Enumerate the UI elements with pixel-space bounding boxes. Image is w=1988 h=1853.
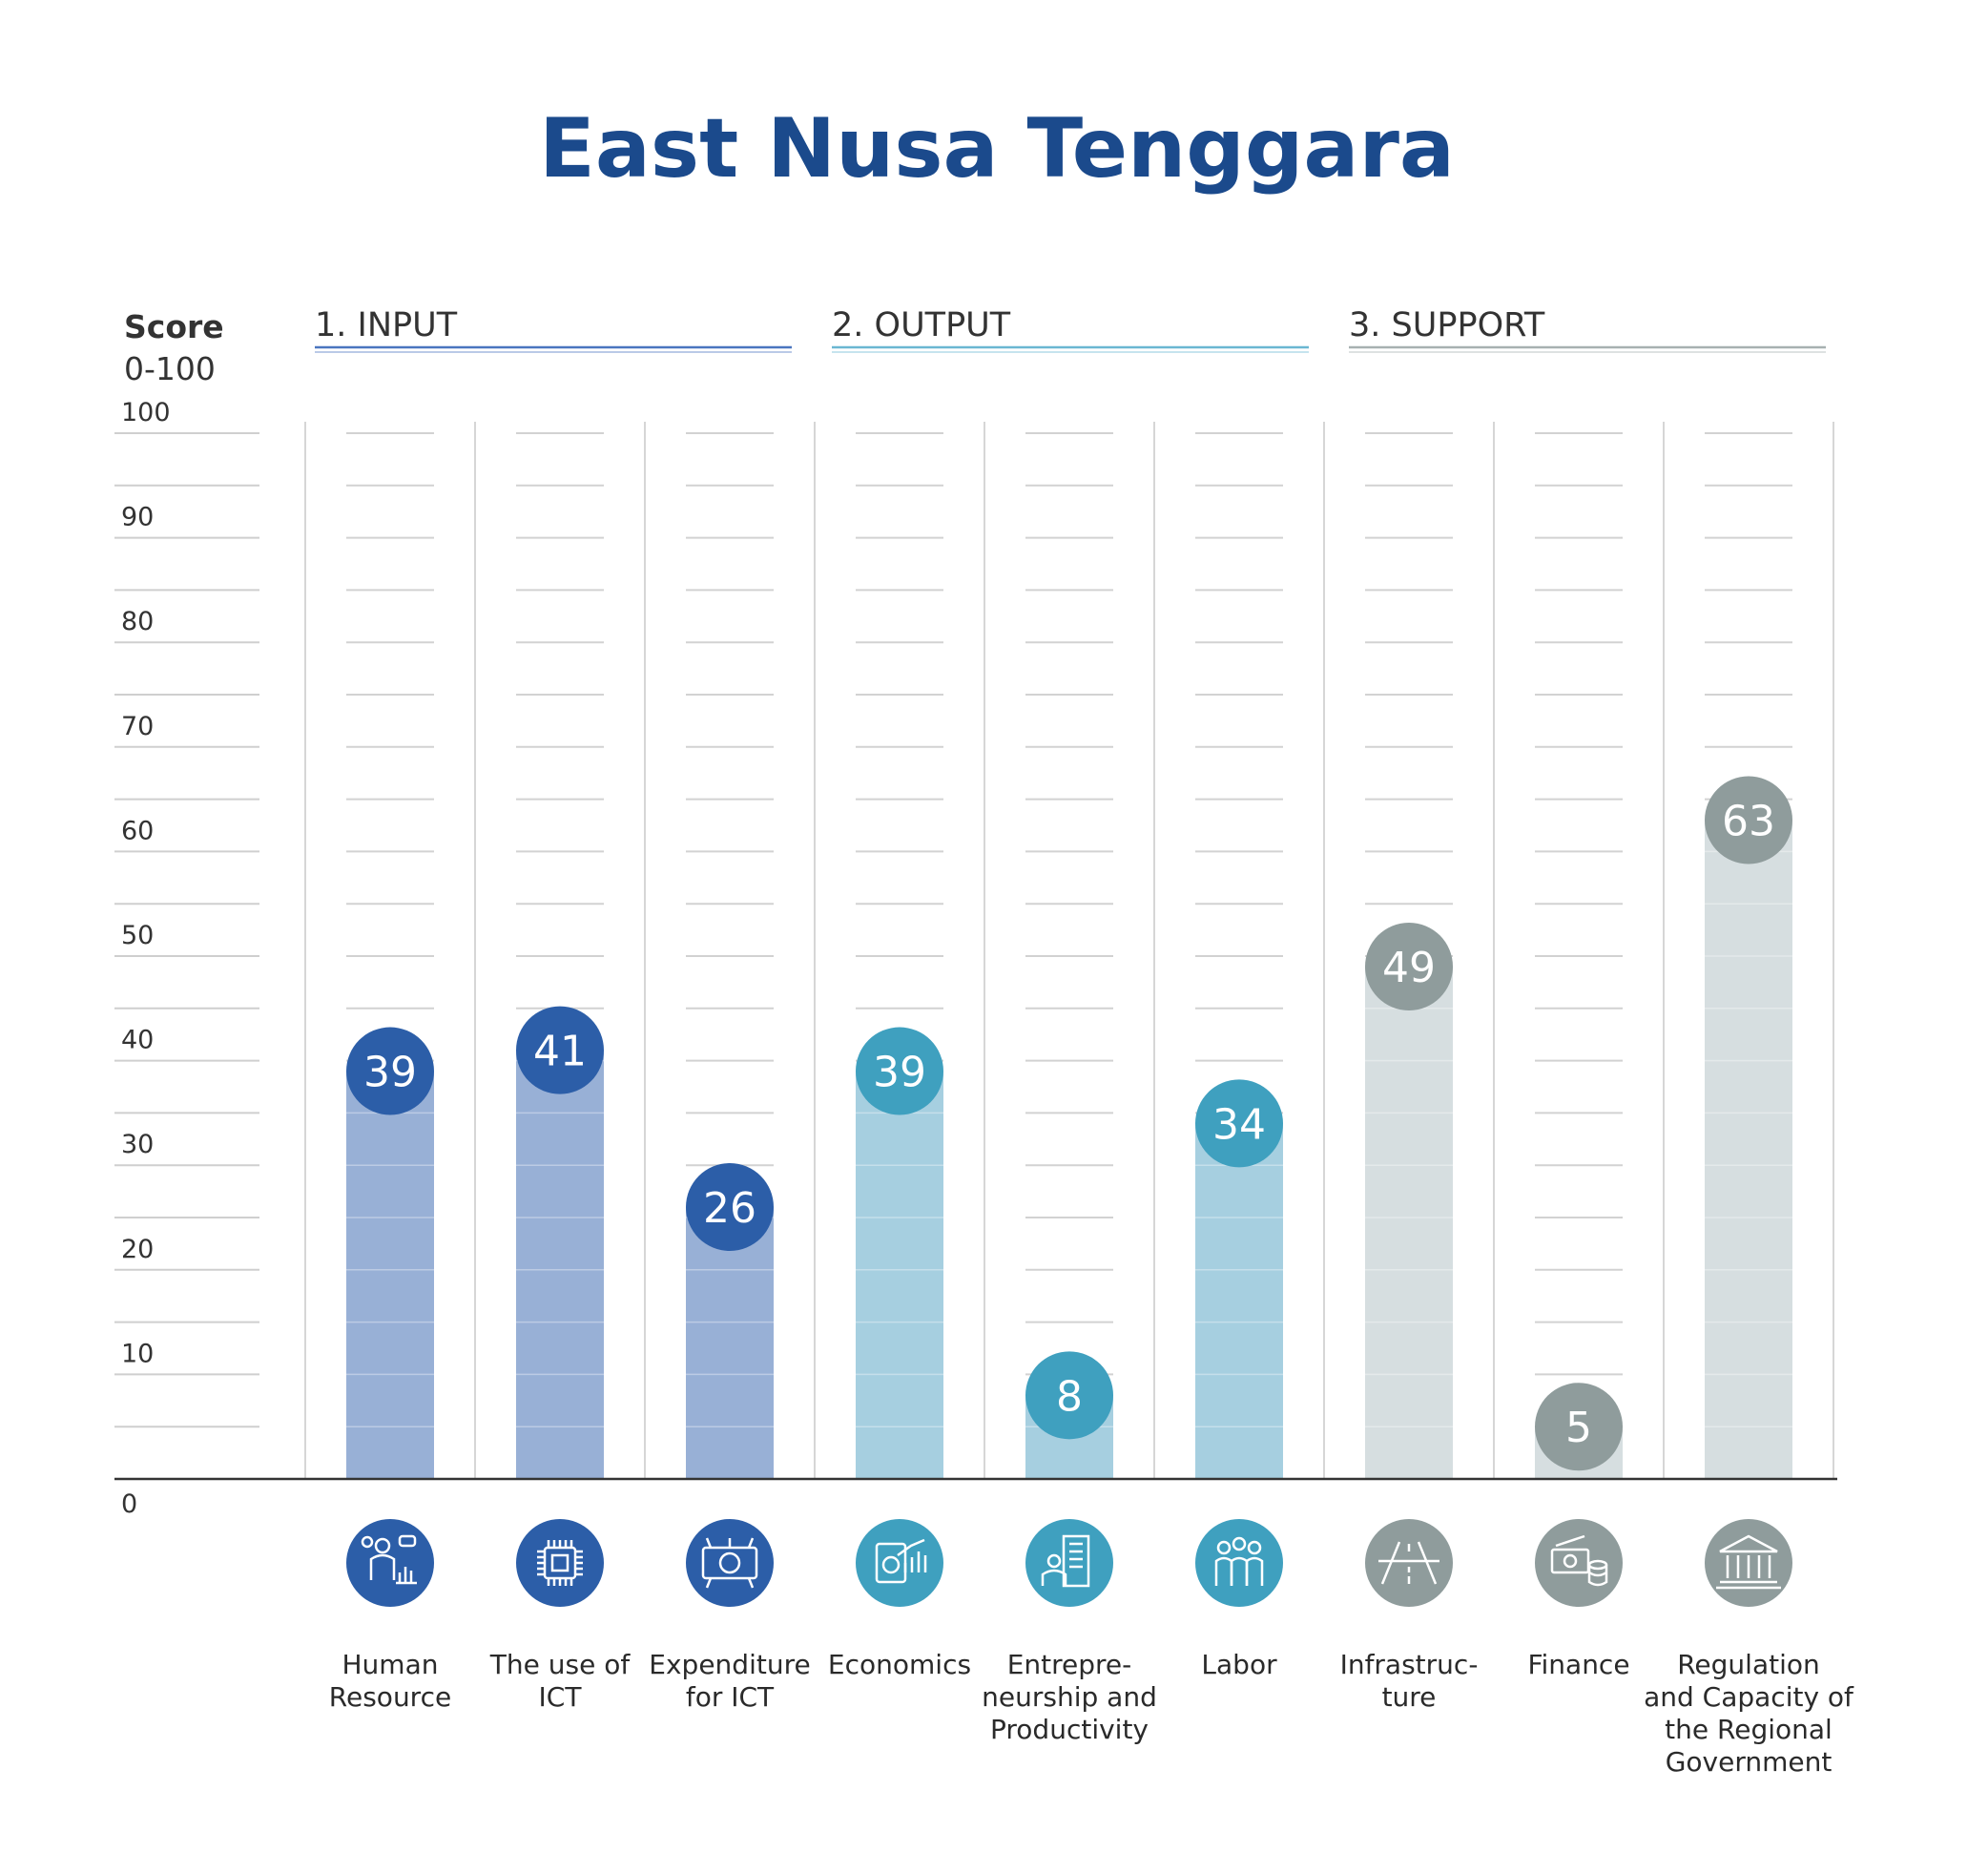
category-label: and Capacity of bbox=[1644, 1681, 1854, 1713]
y-tick-label: 10 bbox=[121, 1339, 154, 1368]
money-coins-icon bbox=[1550, 1534, 1608, 1587]
value-badge bbox=[1535, 1383, 1623, 1471]
category-icon-badge bbox=[516, 1519, 604, 1607]
category-icon-badge bbox=[1535, 1519, 1623, 1607]
value-badge bbox=[1705, 776, 1792, 864]
category-icon-badge bbox=[346, 1519, 434, 1607]
data-label: 39 bbox=[873, 1049, 926, 1097]
y-tick-label: 50 bbox=[121, 921, 154, 950]
y-tick-label: 20 bbox=[121, 1235, 154, 1264]
data-label: 8 bbox=[1056, 1372, 1083, 1421]
entrepreneur-building-icon bbox=[1041, 1534, 1090, 1588]
category-label: Regulation bbox=[1677, 1649, 1820, 1680]
road-icon bbox=[1378, 1541, 1439, 1585]
y-tick-label: 70 bbox=[121, 712, 154, 741]
y-axis-range: 0-100 bbox=[124, 350, 216, 387]
category-label: Resource bbox=[329, 1681, 451, 1713]
y-tick-label: 90 bbox=[121, 503, 154, 532]
bar bbox=[856, 1071, 943, 1479]
category-icon-badge bbox=[1365, 1519, 1453, 1607]
value-badge bbox=[346, 1027, 434, 1115]
y-tick-label: 60 bbox=[121, 816, 154, 845]
group-header: 2. OUTPUT bbox=[832, 306, 1011, 344]
category-label: Productivity bbox=[990, 1714, 1149, 1745]
y-tick-label: 0 bbox=[121, 1489, 137, 1519]
bars: 39 41 26 39 8 34 49 5 63 bbox=[346, 776, 1792, 1479]
category-label: Economics bbox=[828, 1649, 971, 1680]
category-label: Entrepre- bbox=[1007, 1649, 1132, 1680]
data-label: 34 bbox=[1212, 1100, 1266, 1149]
category-label: The use of bbox=[489, 1649, 632, 1680]
value-badge bbox=[1195, 1079, 1283, 1168]
human-resource-icon bbox=[361, 1534, 417, 1585]
category-label: Human bbox=[342, 1649, 439, 1680]
data-label: 5 bbox=[1565, 1404, 1592, 1452]
bar bbox=[346, 1071, 434, 1479]
rupiah-money-icon bbox=[701, 1537, 758, 1589]
chart-title: East Nusa Tenggara bbox=[539, 101, 1455, 197]
category-label: Expenditure bbox=[649, 1649, 810, 1680]
category-icon-badge bbox=[686, 1519, 774, 1607]
value-badge bbox=[1365, 922, 1453, 1010]
data-label: 26 bbox=[703, 1184, 756, 1233]
category-label: Finance bbox=[1527, 1649, 1629, 1680]
category-label: Infrastruc- bbox=[1340, 1649, 1479, 1680]
y-tick-label: 30 bbox=[121, 1130, 154, 1159]
data-label: 39 bbox=[363, 1049, 417, 1097]
data-label: 49 bbox=[1382, 944, 1436, 992]
category-label: the Regional bbox=[1665, 1714, 1833, 1745]
category-icon-badge bbox=[1195, 1519, 1283, 1607]
group-headers: 1. INPUT 2. OUTPUT 3. SUPPORT bbox=[315, 306, 1826, 353]
value-badge bbox=[686, 1163, 774, 1252]
value-badge bbox=[516, 1006, 604, 1094]
category-icon-badge bbox=[1025, 1519, 1113, 1607]
category-label: Government bbox=[1666, 1746, 1833, 1778]
bar bbox=[1705, 820, 1792, 1479]
y-tick-label: 100 bbox=[121, 398, 171, 427]
bar bbox=[686, 1207, 774, 1479]
economics-chart-icon bbox=[875, 1538, 927, 1584]
y-tick-label: 80 bbox=[121, 607, 154, 636]
group-header: 3. SUPPORT bbox=[1349, 306, 1545, 344]
bar bbox=[516, 1050, 604, 1479]
value-badge bbox=[856, 1027, 943, 1115]
category-label: for ICT bbox=[686, 1681, 775, 1713]
workers-icon bbox=[1214, 1536, 1264, 1586]
y-axis-label: Score bbox=[124, 308, 224, 345]
category-label: ture bbox=[1382, 1681, 1437, 1713]
data-label: 63 bbox=[1722, 798, 1775, 846]
bar bbox=[1195, 1123, 1283, 1479]
government-building-icon bbox=[1716, 1534, 1781, 1590]
data-label: 41 bbox=[533, 1028, 587, 1076]
category-label: ICT bbox=[539, 1681, 583, 1713]
group-header: 1. INPUT bbox=[315, 306, 458, 344]
category-label: neurship and bbox=[982, 1681, 1157, 1713]
value-badge bbox=[1025, 1351, 1113, 1440]
bar bbox=[1365, 966, 1453, 1479]
category-label: Labor bbox=[1201, 1649, 1277, 1680]
microchip-icon bbox=[537, 1540, 583, 1586]
y-axis: 0 10 20 30 40 50 60 70 80 90 100 bbox=[121, 398, 171, 1519]
y-tick-label: 40 bbox=[121, 1026, 154, 1055]
